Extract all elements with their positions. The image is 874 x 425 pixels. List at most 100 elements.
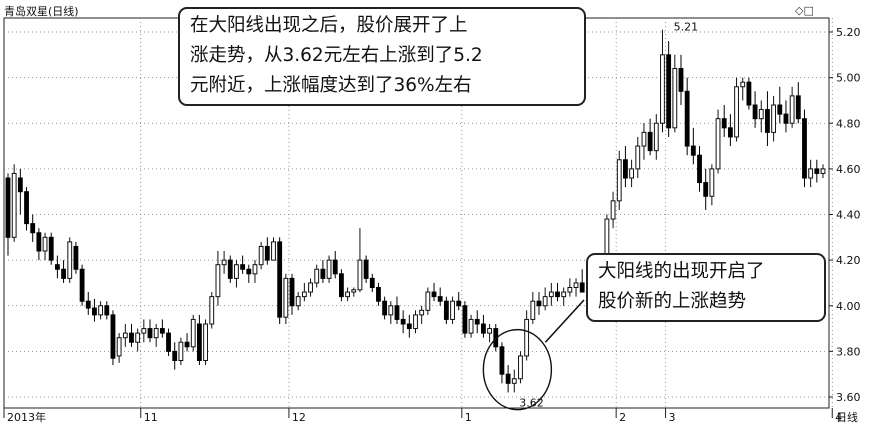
candle-down xyxy=(172,350,178,361)
candle-up xyxy=(672,68,678,129)
candle-down xyxy=(443,300,449,320)
candle-up xyxy=(635,145,641,170)
candle-up xyxy=(468,318,474,334)
candle-down xyxy=(36,232,42,252)
x-tick-label: 1 xyxy=(465,411,472,424)
chart-extras xyxy=(482,299,585,411)
candle-up xyxy=(629,168,635,179)
candle-up xyxy=(518,355,523,380)
candle-up xyxy=(345,291,350,298)
candle-down xyxy=(30,223,36,234)
highlight-circle xyxy=(482,328,553,411)
candle-up xyxy=(425,291,431,311)
candle-up xyxy=(820,168,826,174)
candle-up xyxy=(283,277,289,318)
candle-up xyxy=(252,264,258,275)
candle-down xyxy=(802,118,807,179)
candle-down xyxy=(703,182,709,197)
annotation-pointer xyxy=(544,299,585,343)
candle-up xyxy=(641,131,647,147)
y-tick-label: 4.60 xyxy=(836,163,861,176)
candle-up xyxy=(715,118,721,170)
y-tick-label: 4.80 xyxy=(836,117,861,130)
candle-down xyxy=(474,318,480,325)
candle-up xyxy=(660,54,665,124)
candle-down xyxy=(196,323,202,361)
candle-down xyxy=(623,159,628,179)
candle-down xyxy=(666,54,672,129)
candle-up xyxy=(295,296,301,307)
candle-down xyxy=(697,154,702,184)
candle-down xyxy=(277,241,283,318)
candle-down xyxy=(376,287,381,302)
candle-up xyxy=(771,104,777,133)
candle-down xyxy=(363,259,369,279)
candle-down xyxy=(678,68,684,92)
candle-down xyxy=(481,323,486,334)
stock-name-label: 青岛双星(日线) xyxy=(4,5,79,18)
candle-up xyxy=(789,95,795,124)
candle-down xyxy=(227,259,233,279)
candle-up xyxy=(808,168,814,179)
candle-down xyxy=(777,104,783,115)
candle-up xyxy=(734,86,739,138)
candle-up xyxy=(758,109,764,120)
candle-up xyxy=(388,305,394,316)
candle-down xyxy=(746,81,752,106)
candle-down xyxy=(795,95,801,120)
candle-down xyxy=(752,104,758,120)
candle-down xyxy=(264,245,270,261)
annotation-right-box: 大阳线的出现开启了 股价新的上涨趋势 xyxy=(586,253,826,322)
candle-up xyxy=(178,341,184,361)
candle-up xyxy=(548,291,554,298)
candle-up xyxy=(234,264,239,279)
candle-down xyxy=(783,113,789,124)
candle-down xyxy=(5,177,11,238)
candle-down xyxy=(727,127,733,138)
candle-down xyxy=(462,305,468,334)
candle-down xyxy=(536,300,542,307)
candle-down xyxy=(159,328,165,334)
candle-up xyxy=(221,259,227,266)
candle-down xyxy=(721,118,727,129)
candle-down xyxy=(555,291,560,298)
candle-down xyxy=(400,318,406,325)
candle-up xyxy=(419,309,425,316)
y-tick-label: 3.60 xyxy=(836,391,861,404)
window-control-icons[interactable]: ◇□ xyxy=(795,4,814,17)
candle-up xyxy=(567,287,573,293)
y-tick-label: 5.00 xyxy=(836,72,861,85)
candle-up xyxy=(413,314,418,330)
candle-down xyxy=(394,305,400,320)
x-axis: 2013年 11 12 1 2 3 4日线 xyxy=(3,408,858,424)
candle-up xyxy=(67,241,73,279)
candle-up xyxy=(11,172,17,238)
candle-down xyxy=(382,300,388,316)
candle-up xyxy=(215,264,221,298)
candle-down xyxy=(814,168,820,174)
candle-down xyxy=(369,277,375,288)
candle-up xyxy=(141,328,147,334)
candle-up xyxy=(203,323,208,361)
candle-down xyxy=(431,291,437,298)
candle-up xyxy=(326,259,332,279)
candle-down xyxy=(338,273,344,298)
candle-up xyxy=(209,296,215,325)
candle-down xyxy=(240,264,246,270)
x-tick-label: 12 xyxy=(292,411,306,424)
candle-up xyxy=(122,332,128,339)
y-tick-label: 4.20 xyxy=(836,254,861,267)
candle-down xyxy=(17,177,23,193)
candle-down xyxy=(690,145,696,156)
candle-up xyxy=(616,159,622,202)
candle-down xyxy=(104,305,110,316)
x-tick-label: 11 xyxy=(144,411,158,424)
candle-down xyxy=(73,245,79,270)
candle-down xyxy=(147,328,153,339)
candle-up xyxy=(511,378,517,384)
candle-down xyxy=(579,282,585,293)
candle-up xyxy=(153,328,159,339)
value-label: 5.21 xyxy=(674,21,699,34)
candle-down xyxy=(320,268,326,279)
candle-down xyxy=(48,236,54,261)
